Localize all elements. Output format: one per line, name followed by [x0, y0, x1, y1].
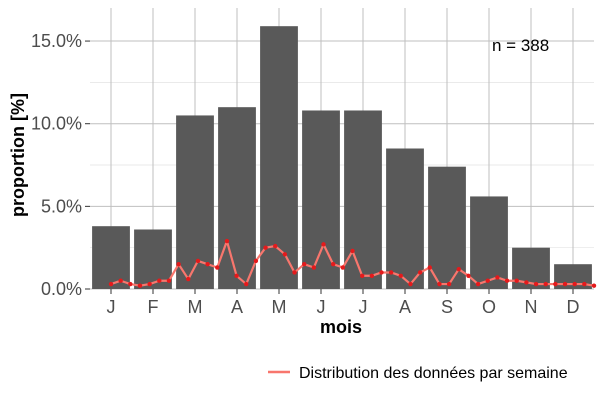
- weekly-point: [215, 265, 220, 270]
- weekly-point: [118, 278, 123, 283]
- weekly-point: [533, 281, 539, 287]
- bar-2: [176, 115, 214, 289]
- bar-3: [218, 107, 256, 289]
- weekly-point: [166, 278, 172, 283]
- weekly-point: [273, 243, 278, 249]
- weekly-point: [224, 238, 230, 244]
- weekly-point: [369, 273, 375, 278]
- weekly-point: [205, 262, 210, 267]
- weekly-point: [398, 273, 403, 278]
- x-tick-label: D: [567, 297, 580, 317]
- weekly-point: [543, 281, 548, 287]
- bar-5: [302, 110, 340, 289]
- weekly-point: [466, 273, 471, 278]
- weekly-point: [302, 262, 307, 267]
- x-tick-label: S: [441, 297, 453, 317]
- legend-label: Distribution des données par semaine: [299, 365, 568, 382]
- weekly-point: [514, 278, 519, 283]
- weekly-point: [321, 242, 326, 247]
- x-tick-label: A: [399, 297, 411, 317]
- y-tick-label: 10.0%: [31, 114, 82, 134]
- x-tick-label: N: [525, 297, 538, 317]
- bar-9: [470, 196, 508, 289]
- weekly-point: [446, 281, 452, 287]
- weekly-point: [495, 275, 500, 280]
- weekly-point: [591, 283, 597, 288]
- weekly-point: [108, 281, 114, 287]
- weekly-point: [253, 258, 259, 264]
- weekly-point: [572, 281, 577, 287]
- y-axis-title: proportion [%]: [8, 93, 28, 217]
- weekly-point: [417, 270, 423, 275]
- weekly-point: [553, 281, 558, 287]
- weekly-point: [176, 262, 181, 267]
- weekly-point: [359, 273, 365, 278]
- x-tick-label: J: [317, 297, 326, 317]
- weekly-point: [475, 281, 481, 287]
- bar-4: [260, 26, 298, 290]
- weekly-point: [128, 281, 133, 287]
- weekly-point: [562, 281, 568, 287]
- weekly-point: [379, 270, 384, 275]
- x-tick-label: M: [188, 297, 203, 317]
- weekly-point: [263, 245, 268, 250]
- x-tick-label: J: [107, 297, 116, 317]
- legend: Distribution des données par semaine: [268, 365, 568, 382]
- x-tick-label: J: [359, 297, 368, 317]
- y-axis-ticks: 0.0% 5.0% 10.0% 15.0%: [31, 31, 90, 299]
- weekly-point: [330, 262, 336, 267]
- weekly-point: [582, 281, 587, 287]
- x-axis-title: mois: [320, 317, 362, 337]
- weekly-point: [195, 258, 201, 264]
- weekly-point: [388, 270, 394, 275]
- weekly-distribution-line: [108, 238, 597, 288]
- weekly-point: [292, 270, 297, 275]
- weekly-point: [485, 278, 490, 283]
- y-tick-label: 0.0%: [41, 279, 82, 299]
- bar-1: [134, 229, 172, 289]
- weekly-point: [524, 280, 529, 285]
- bars: [92, 26, 592, 290]
- weekly-point: [427, 265, 432, 270]
- weekly-point: [350, 248, 355, 254]
- weekly-point: [340, 265, 346, 270]
- weekly-point: [456, 266, 461, 272]
- weekly-point: [157, 278, 162, 283]
- x-tick-label: A: [231, 297, 243, 317]
- weekly-point: [437, 281, 442, 287]
- weekly-point: [504, 278, 510, 283]
- sample-size-annotation: n = 388: [492, 36, 549, 55]
- bar-6: [344, 110, 382, 289]
- weekly-point: [408, 281, 413, 287]
- bar-0: [92, 226, 130, 289]
- weekly-point: [186, 276, 191, 282]
- bar-7: [386, 148, 424, 289]
- weekly-point: [147, 281, 152, 287]
- weekly-point: [234, 273, 239, 278]
- y-tick-label: 5.0%: [41, 196, 82, 216]
- x-tick-label: M: [272, 297, 287, 317]
- weekly-point: [311, 265, 317, 270]
- x-tick-label: F: [148, 297, 159, 317]
- weekly-point: [282, 252, 288, 257]
- weekly-point: [137, 283, 143, 288]
- x-tick-label: O: [482, 297, 496, 317]
- weekly-point: [244, 281, 249, 287]
- y-tick-label: 15.0%: [31, 31, 82, 51]
